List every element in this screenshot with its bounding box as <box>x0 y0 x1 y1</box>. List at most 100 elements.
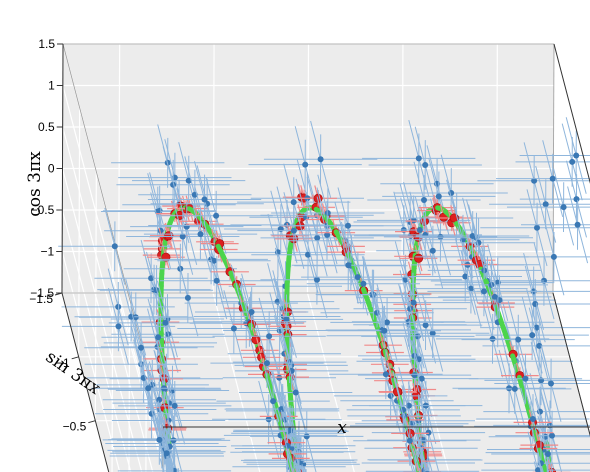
noisy-point <box>544 451 551 457</box>
z-tick-label: 1.5 <box>38 37 55 51</box>
noisy-point <box>270 398 277 405</box>
noisy-errorbar <box>159 458 165 472</box>
noisy-point <box>292 389 299 396</box>
data-marks <box>58 117 590 472</box>
noisy-point <box>171 402 178 409</box>
noisy-point <box>283 316 290 323</box>
noisy-point <box>415 155 422 162</box>
noisy-point <box>179 233 186 240</box>
noisy-point <box>535 467 541 472</box>
tick-mark <box>88 420 96 424</box>
noisy-point <box>420 437 427 444</box>
noisy-point <box>549 175 556 182</box>
z-tick-label: −1 <box>41 245 55 259</box>
noisy-point <box>522 375 529 382</box>
noisy-point <box>416 227 423 233</box>
noisy-point <box>184 294 191 301</box>
noisy-errorbar <box>418 444 427 472</box>
noisy-point <box>560 204 567 211</box>
noisy-point <box>489 335 496 342</box>
noisy-errorbar <box>409 454 416 472</box>
red-point <box>251 335 261 345</box>
noisy-point <box>437 233 444 240</box>
noisy-point <box>529 416 536 422</box>
noisy-point <box>422 322 429 329</box>
noisy-point <box>115 323 122 330</box>
noisy-errorbar <box>283 436 294 472</box>
red-point <box>161 252 171 262</box>
noisy-point <box>425 429 432 436</box>
noisy-point <box>529 332 536 339</box>
noisy-point <box>290 199 297 206</box>
red-errorbar <box>415 463 419 472</box>
noisy-point <box>573 196 580 203</box>
box-edge <box>553 43 590 184</box>
noisy-point <box>515 336 522 343</box>
noisy-point <box>360 280 367 287</box>
noisy-point <box>481 288 487 295</box>
red-errorbar <box>548 464 552 472</box>
z-tick-label: −0.5 <box>31 203 55 217</box>
noisy-point <box>213 212 220 219</box>
noisy-point <box>156 436 163 443</box>
noisy-errorbar <box>416 435 428 472</box>
noisy-point <box>418 375 425 382</box>
noisy-point <box>429 330 436 337</box>
noisy-point <box>213 277 220 284</box>
noisy-point <box>382 371 389 378</box>
noisy-point <box>405 402 412 409</box>
noisy-point <box>435 193 442 200</box>
noisy-point <box>534 224 540 231</box>
noisy-point <box>414 333 421 340</box>
noisy-point <box>317 156 324 163</box>
red-errorbar <box>547 464 551 472</box>
tick-labels: −1−0.500.51−1.5−1−0.500.511.5−1.5−1−0.50… <box>29 37 96 434</box>
z-tick-label: 0.5 <box>38 120 55 134</box>
noisy-point <box>532 301 539 307</box>
noisy-point <box>230 325 237 332</box>
noisy-point <box>197 231 204 238</box>
noisy-errorbar <box>536 452 543 472</box>
noisy-point <box>506 385 513 392</box>
noisy-errorbar <box>413 450 421 472</box>
z-tick-label: 0 <box>48 162 55 176</box>
noisy-point <box>278 406 285 413</box>
noisy-point <box>111 243 118 250</box>
noisy-point <box>549 432 555 439</box>
noisy-errorbar <box>168 458 174 472</box>
noisy-point <box>305 251 311 258</box>
noisy-point <box>411 372 418 379</box>
noisy-point <box>381 327 388 334</box>
axis-panes <box>62 44 590 472</box>
noisy-errorbar <box>410 433 422 472</box>
noisy-point <box>324 231 331 238</box>
x-axis-label: x <box>337 418 347 438</box>
noisy-point <box>314 234 321 241</box>
noisy-point <box>156 396 163 403</box>
noisy-point <box>536 342 543 349</box>
noisy-point <box>185 177 192 184</box>
noisy-errorbar <box>404 443 414 472</box>
box-edge <box>552 292 590 437</box>
noisy-point <box>573 152 580 159</box>
noisy-point <box>410 299 417 306</box>
pane-edge <box>552 43 555 294</box>
noisy-point <box>345 262 352 269</box>
noisy-point <box>145 385 152 392</box>
noisy-point <box>542 201 549 208</box>
noisy-point <box>548 380 554 387</box>
noisy-point <box>569 158 576 165</box>
y-tick-label: −0.5 <box>63 420 87 434</box>
noisy-point <box>248 309 255 315</box>
noisy-point <box>491 293 498 300</box>
noisy-point <box>155 334 162 341</box>
noisy-point <box>406 437 413 444</box>
noisy-point <box>314 276 320 283</box>
tick-mark <box>71 356 79 360</box>
y-tick-label: −1 <box>56 356 70 370</box>
noisy-errorbar <box>286 449 293 472</box>
noisy-point <box>290 227 297 234</box>
z-tick-label: 1 <box>48 79 55 93</box>
